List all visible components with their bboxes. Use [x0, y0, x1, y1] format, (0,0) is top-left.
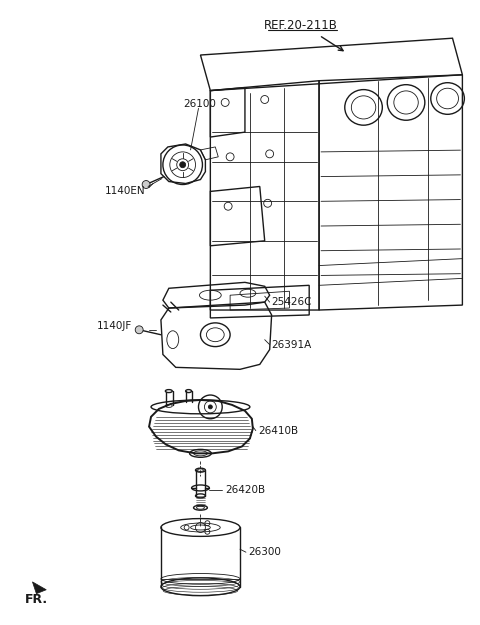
Text: REF.20-211B: REF.20-211B — [264, 19, 338, 32]
Text: 25426C: 25426C — [272, 297, 312, 307]
Text: FR.: FR. — [24, 593, 48, 606]
Circle shape — [180, 162, 186, 168]
Text: 26100: 26100 — [184, 99, 216, 109]
Text: 26391A: 26391A — [272, 339, 312, 349]
Text: 26410B: 26410B — [258, 426, 298, 436]
Circle shape — [208, 405, 212, 409]
Circle shape — [142, 181, 150, 189]
Polygon shape — [33, 582, 46, 594]
Text: 1140JF: 1140JF — [96, 321, 132, 331]
Text: 1140EN: 1140EN — [105, 186, 145, 196]
Text: 26300: 26300 — [248, 548, 281, 558]
Circle shape — [135, 326, 143, 334]
Text: 26420B: 26420B — [225, 485, 265, 495]
